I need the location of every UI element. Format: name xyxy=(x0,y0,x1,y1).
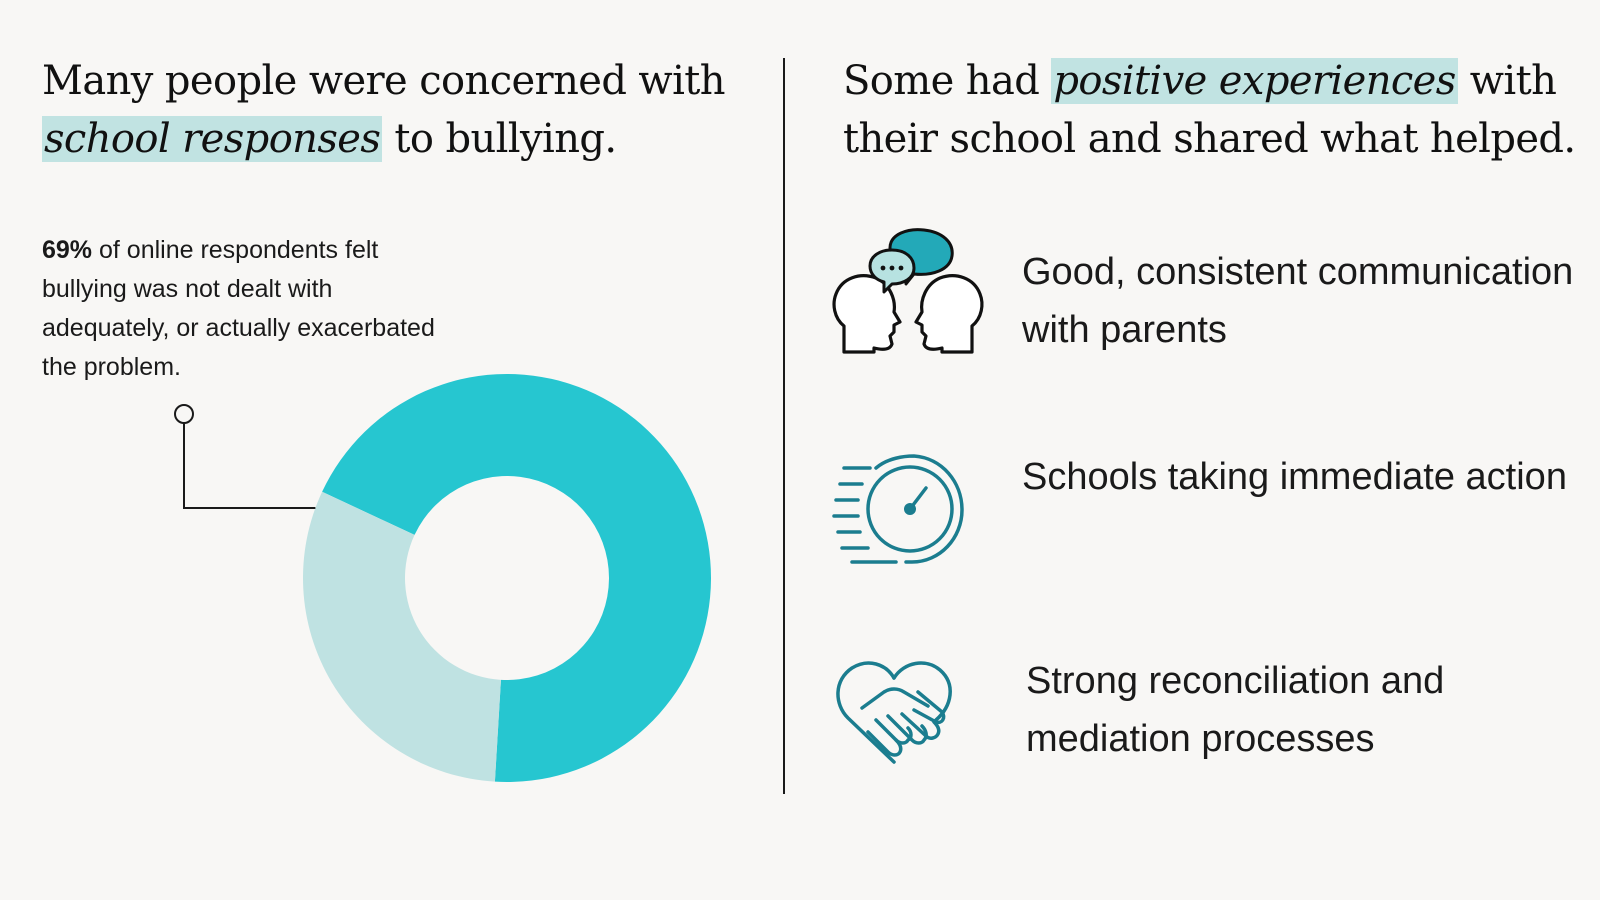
callout-dot xyxy=(174,404,194,424)
donut-chart xyxy=(174,374,712,782)
stat-percentage: 69% xyxy=(42,236,93,264)
left-heading-post: to bullying. xyxy=(382,116,617,162)
right-heading-post: with their school and shared what helped… xyxy=(843,58,1576,162)
left-heading-highlight: school responses xyxy=(42,116,383,162)
talking-heads-icon xyxy=(832,228,984,354)
callout-connector xyxy=(174,404,316,509)
donut-slices xyxy=(303,374,712,782)
right-heading-pre: Some had xyxy=(843,58,1052,104)
donut-slice-1 xyxy=(303,491,501,782)
right-heading: Some had positive experiences with their… xyxy=(843,52,1583,168)
donut-slice-0 xyxy=(322,374,712,782)
callout-line xyxy=(183,423,316,509)
column-divider xyxy=(783,58,785,794)
right-heading-highlight: positive experiences xyxy=(1051,58,1458,104)
left-heading-pre: Many people were concerned with xyxy=(42,58,726,104)
stat-description: of online respondents felt bullying was … xyxy=(42,236,435,381)
item-label-communication: Good, consistent communication with pare… xyxy=(1022,251,1574,351)
handshake-heart-icon xyxy=(836,661,952,764)
speedometer-icon xyxy=(832,454,964,564)
item-label-mediation: Strong reconciliation and mediation proc… xyxy=(1026,660,1445,760)
left-heading: Many people were concerned with school r… xyxy=(42,52,762,168)
stat-callout-text: 69% of online respondents felt bullying … xyxy=(42,231,462,387)
item-label-immediate-action: Schools taking immediate action xyxy=(1022,456,1567,498)
